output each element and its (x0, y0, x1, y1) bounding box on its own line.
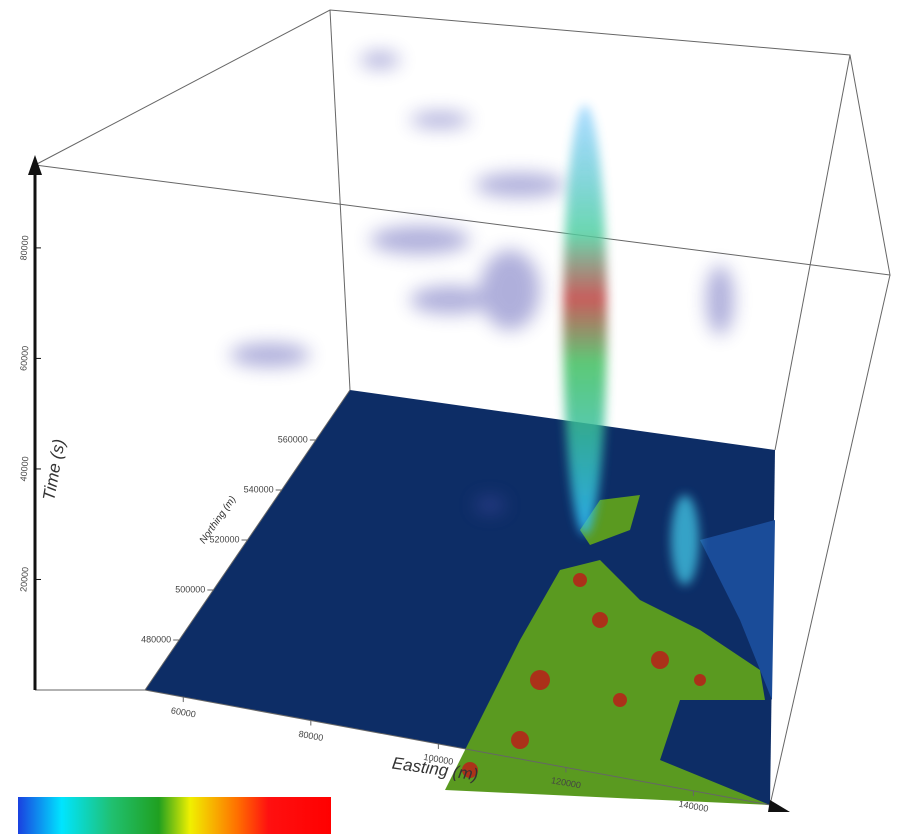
z-axis-arrow (28, 155, 42, 175)
x-tick-label: 80000 (298, 729, 324, 743)
y-tick-label: 480000 (141, 634, 171, 644)
z-tick-label: 20000 (18, 567, 30, 593)
z-axis-label: Time (s) (39, 438, 69, 503)
box-back (35, 10, 890, 450)
z-tick-label: 80000 (18, 235, 30, 261)
map-sea (145, 390, 775, 805)
z-tick-label: 40000 (18, 456, 30, 482)
chart: Easting (m) Northing (m) Time (s) 600008… (0, 0, 897, 837)
density-column (563, 105, 607, 535)
y-tick-label: 560000 (278, 434, 308, 444)
x-tick-label: 60000 (170, 705, 196, 719)
y-tick-label: 520000 (209, 534, 239, 544)
x-axis-arrow (768, 800, 790, 812)
z-tick-label: 60000 (18, 345, 30, 371)
y-tick-label: 500000 (175, 584, 205, 594)
y-tick-label: 540000 (244, 484, 274, 494)
page: {"chart_data": {"type": "volume3d", "x_l… (0, 0, 897, 837)
colorbar (18, 797, 331, 834)
density-column (671, 495, 699, 585)
